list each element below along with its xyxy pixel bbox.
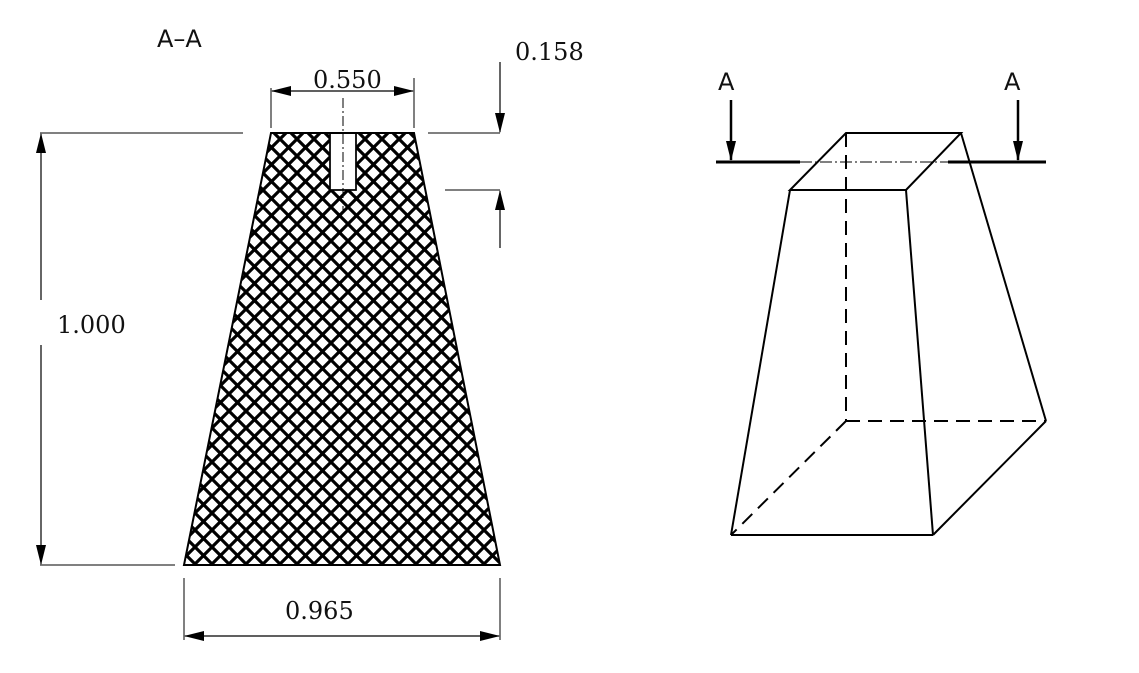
section-title: A–A [157, 25, 202, 53]
dim-height: 1.000 [36, 132, 243, 566]
dim-top-width: 0.550 [270, 66, 415, 128]
cutting-plane: A A [716, 68, 1046, 164]
section-view: A–A 0.550 0.158 [36, 25, 584, 641]
dim-bottom-width-label: 0.965 [285, 597, 354, 625]
frustum-solid [730, 132, 1047, 536]
dim-slot-depth: 0.158 [428, 38, 584, 248]
hidden-edges [730, 133, 1046, 536]
dim-height-label: 1.000 [57, 311, 126, 339]
section-outline [182, 132, 502, 566]
cut-label-right: A [1004, 68, 1021, 96]
dim-slot-depth-label: 0.158 [515, 38, 584, 66]
cut-label-left: A [718, 68, 735, 96]
dim-top-width-label: 0.550 [313, 66, 382, 94]
iso-view: A A [716, 68, 1047, 536]
section-hatch [184, 133, 500, 565]
dim-bottom-width: 0.965 [183, 578, 501, 641]
